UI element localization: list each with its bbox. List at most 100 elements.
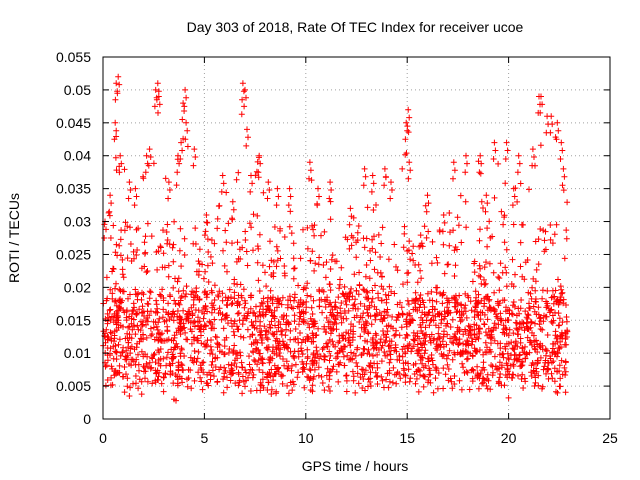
data-point xyxy=(428,260,435,267)
data-point xyxy=(204,337,211,344)
data-point xyxy=(305,320,311,327)
data-point xyxy=(517,263,524,270)
data-point xyxy=(463,152,469,159)
data-point xyxy=(522,308,529,315)
data-point xyxy=(326,195,333,202)
data-point xyxy=(533,337,540,344)
data-point xyxy=(243,248,250,255)
data-point xyxy=(242,315,249,322)
data-point xyxy=(327,198,334,205)
chart-title: Day 303 of 2018, Rate Of TEC Index for r… xyxy=(187,19,524,35)
data-point xyxy=(271,307,278,314)
data-point xyxy=(262,269,268,276)
data-point xyxy=(544,365,551,372)
data-point xyxy=(211,240,218,247)
data-point xyxy=(260,189,267,196)
data-point xyxy=(553,136,560,143)
x-tick-label: 25 xyxy=(602,430,618,446)
y-tick-label: 0.005 xyxy=(56,378,91,394)
data-point xyxy=(255,169,262,176)
data-point xyxy=(270,377,277,384)
data-point xyxy=(519,344,526,351)
data-point xyxy=(230,328,237,335)
data-point xyxy=(211,325,217,332)
data-point xyxy=(483,259,489,266)
data-point xyxy=(496,359,503,366)
data-point xyxy=(183,283,190,290)
data-point xyxy=(405,360,412,367)
data-point xyxy=(379,377,386,384)
data-point xyxy=(510,346,517,353)
data-point xyxy=(253,325,260,332)
data-point xyxy=(563,227,570,234)
data-point xyxy=(385,292,392,299)
data-point xyxy=(342,298,349,305)
data-point xyxy=(291,348,298,355)
data-point xyxy=(365,330,372,337)
data-point xyxy=(197,326,204,332)
data-point xyxy=(307,167,314,174)
data-point xyxy=(322,274,329,281)
data-point xyxy=(269,330,276,337)
data-point xyxy=(562,358,569,365)
data-point xyxy=(304,224,311,231)
data-point xyxy=(175,359,182,366)
data-point xyxy=(421,335,427,342)
data-point xyxy=(207,350,213,357)
data-point xyxy=(446,210,453,216)
data-point xyxy=(179,147,186,154)
data-point xyxy=(309,248,316,255)
data-point xyxy=(275,300,282,307)
data-point xyxy=(403,119,410,126)
data-point xyxy=(445,366,452,372)
data-point xyxy=(109,268,116,275)
data-point xyxy=(275,369,282,375)
data-point xyxy=(419,319,426,326)
data-point xyxy=(475,291,482,298)
data-point xyxy=(250,371,257,378)
data-point xyxy=(121,389,128,396)
data-point xyxy=(558,344,564,350)
data-point xyxy=(343,372,350,379)
data-point xyxy=(386,378,393,385)
data-point xyxy=(198,340,205,347)
data-point xyxy=(285,202,292,209)
data-point xyxy=(277,353,283,360)
data-point xyxy=(549,320,556,326)
data-point xyxy=(209,260,216,267)
data-point xyxy=(478,160,485,167)
data-point xyxy=(150,160,157,167)
data-point xyxy=(446,347,453,354)
data-point xyxy=(178,293,185,300)
data-point xyxy=(221,343,228,350)
data-point xyxy=(433,298,440,305)
data-point xyxy=(442,313,449,320)
data-point xyxy=(121,309,128,316)
y-tick-label: 0.045 xyxy=(56,115,91,131)
data-point xyxy=(343,377,350,384)
data-point xyxy=(417,232,424,239)
data-point xyxy=(148,364,155,371)
data-point xyxy=(332,299,339,306)
data-point xyxy=(154,305,161,312)
data-point xyxy=(104,377,111,383)
data-point xyxy=(341,362,348,369)
data-point xyxy=(543,370,549,377)
data-point xyxy=(129,308,136,315)
data-point xyxy=(174,169,181,176)
data-point xyxy=(211,297,218,303)
data-point xyxy=(560,165,567,172)
data-point xyxy=(323,372,330,379)
data-point xyxy=(439,338,446,345)
data-point xyxy=(527,318,534,325)
data-point xyxy=(441,270,448,277)
data-point xyxy=(239,390,246,397)
data-point xyxy=(519,273,526,280)
data-point xyxy=(114,90,121,97)
data-point xyxy=(562,372,569,378)
data-point xyxy=(389,379,396,386)
data-point xyxy=(532,379,539,386)
data-point xyxy=(177,324,184,331)
data-point xyxy=(276,350,283,356)
data-point xyxy=(477,152,484,159)
